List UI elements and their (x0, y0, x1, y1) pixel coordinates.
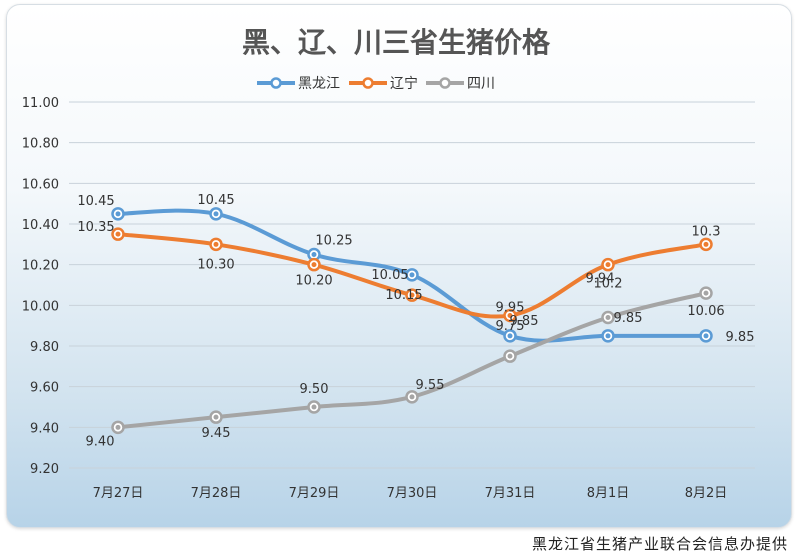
y-tick-label: 11.00 (22, 96, 59, 111)
data-label-liaoning: 10.30 (197, 257, 234, 272)
point-center-heilongjiang (507, 333, 513, 339)
y-tick-label: 9.60 (30, 381, 59, 396)
x-tick-label: 8月1日 (587, 486, 630, 501)
data-label-heilongjiang: 9.85 (726, 330, 755, 345)
point-center-sichuan (409, 394, 415, 400)
footer-credit: 黑龙江省生猪产业联合会信息办提供 (531, 535, 788, 553)
point-center-liaoning (507, 313, 513, 318)
data-label-sichuan: 9.55 (416, 378, 445, 393)
legend-label-heilongjiang: 黑龙江 (298, 76, 340, 92)
y-tick-label: 10.20 (22, 259, 59, 274)
data-label-heilongjiang: 10.25 (315, 234, 352, 249)
y-tick-label: 10.80 (22, 137, 59, 152)
line-chart: 11.00 10.80 10.60 10.40 10.20 10.00 9.80 9.60 9.… (22, 26, 755, 501)
point-center-sichuan (213, 414, 219, 420)
point-center-liaoning (213, 241, 219, 247)
point-center-liaoning (311, 262, 317, 268)
point-center-heilongjiang (213, 211, 219, 217)
data-label-liaoning: 10.3 (692, 224, 721, 239)
chart-panel: 11.00 10.80 10.60 10.40 10.20 10.00 9.80 9.60 9.… (6, 4, 792, 528)
x-tick-label: 8月2日 (685, 486, 728, 501)
data-labels: 10.45 10.45 10.25 10.15 9.85 9.85 9.85 10.35 10.… (77, 193, 754, 450)
data-label-heilongjiang: 9.85 (510, 314, 539, 329)
data-label-sichuan: 9.45 (202, 426, 231, 441)
data-label-liaoning: 10.20 (295, 274, 332, 289)
point-center-liaoning (409, 292, 415, 298)
data-label-sichuan: 9.40 (86, 434, 115, 449)
data-label-liaoning: 10.35 (77, 220, 114, 235)
legend-marker-sichuan (439, 77, 451, 89)
chart-title: 黑、辽、川三省生猪价格 (242, 26, 551, 59)
data-label-sichuan: 9.75 (496, 319, 525, 334)
data-label-sichuan: 9.94 (586, 272, 615, 287)
data-label-sichuan: 9.50 (300, 382, 329, 397)
x-tick-label: 7月28日 (191, 486, 242, 501)
point-center-heilongjiang (605, 333, 611, 339)
data-label-liaoning: 9.95 (496, 301, 525, 316)
y-tick-label: 10.40 (22, 218, 59, 233)
y-tick-label: 10.60 (22, 177, 59, 192)
x-tick-label: 7月31日 (485, 486, 536, 501)
data-label-heilongjiang: 10.45 (77, 194, 114, 209)
point-center-liaoning (703, 241, 709, 247)
data-label-liaoning: 10.2 (594, 277, 623, 292)
data-label-heilongjiang: 10.45 (197, 193, 234, 208)
point-center-heilongjiang (115, 211, 121, 217)
point-center-heilongjiang (703, 333, 709, 339)
legend-marker-liaoning (362, 77, 374, 89)
point-center-liaoning (605, 262, 611, 268)
legend-label-liaoning: 辽宁 (390, 75, 418, 92)
legend-label-sichuan: 四川 (467, 76, 495, 92)
point-center-sichuan (605, 315, 611, 321)
y-tick-label: 9.40 (30, 421, 59, 436)
point-center-sichuan (507, 353, 513, 359)
point-center-liaoning (115, 231, 121, 237)
y-tick-label: 9.20 (30, 462, 59, 477)
data-label-heilongjiang: 9.85 (614, 311, 643, 326)
legend: 黑龙江 辽宁 四川 (257, 75, 495, 92)
data-label-heilongjiang: 10.15 (385, 288, 422, 303)
series-lines (111, 207, 713, 435)
legend-marker-heilongjiang (270, 77, 282, 89)
point-center-heilongjiang (311, 252, 317, 257)
point-center-sichuan (703, 290, 709, 296)
point-center-sichuan (115, 424, 121, 430)
y-tick-label: 9.80 (30, 340, 59, 355)
x-tick-label: 7月29日 (289, 486, 340, 501)
y-tick-label: 10.00 (22, 299, 59, 314)
x-tick-label: 7月30日 (387, 486, 438, 501)
grid-lines (69, 101, 755, 469)
point-center-heilongjiang (409, 272, 415, 278)
data-label-liaoning: 10.05 (371, 268, 408, 283)
x-tick-label: 7月27日 (93, 486, 144, 501)
point-center-sichuan (311, 404, 317, 410)
axis-labels: 11.00 10.80 10.60 10.40 10.20 10.00 9.80 9.60 9.… (22, 96, 727, 501)
data-label-sichuan: 10.06 (687, 304, 724, 319)
